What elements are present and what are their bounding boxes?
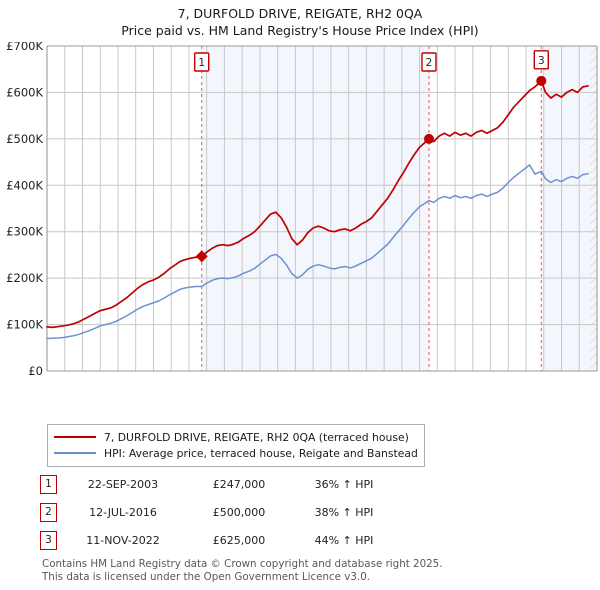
table-row: 3 11-NOV-2022 £625,000 44% ↑ HPI	[40, 526, 470, 554]
row-marker-1: 1	[40, 474, 57, 494]
y-tick-label: £200K	[6, 271, 43, 285]
footer-line-2: This data is licensed under the Open Gov…	[42, 570, 371, 583]
event-marker-dot	[195, 250, 208, 263]
row-date-1: 22-SEP-2003	[87, 477, 159, 491]
row-marker-3: 3	[40, 530, 57, 550]
event-marker-dot	[423, 133, 434, 144]
y-tick-label: £400K	[6, 178, 43, 192]
y-tick-label: £0	[28, 364, 43, 377]
row-date-3: 11-NOV-2022	[86, 533, 160, 547]
chart-legend: 7, DURFOLD DRIVE, REIGATE, RH2 0QA (terr…	[47, 424, 425, 467]
y-tick-label: £600K	[6, 85, 43, 99]
event-number-box	[194, 52, 210, 72]
row-hpi-1: 36% ↑ HPI	[314, 477, 374, 491]
event-number-label: 3	[538, 55, 545, 67]
row-hpi-3: 44% ↑ HPI	[314, 533, 374, 547]
y-tick-label: £100K	[6, 318, 43, 332]
legend-item-property: 7, DURFOLD DRIVE, REIGATE, RH2 0QA (terr…	[54, 429, 418, 445]
series-line-hpi	[46, 164, 589, 340]
chart-header: 7, DURFOLD DRIVE, REIGATE, RH2 0QA Price…	[0, 0, 600, 40]
footer-line-1: Contains HM Land Registry data © Crown c…	[42, 558, 443, 570]
legend-label-hpi: HPI: Average price, terraced house, Reig…	[104, 446, 418, 460]
series-line-property	[46, 79, 589, 329]
row-price-1: £247,000	[212, 477, 266, 491]
row-hpi-2: 38% ↑ HPI	[314, 505, 374, 519]
band-after-event3	[541, 46, 597, 371]
event-number-label: 2	[426, 57, 433, 69]
row-date-2: 12-JUL-2016	[89, 505, 157, 519]
legend-swatch-hpi	[54, 452, 96, 454]
page-title: 7, DURFOLD DRIVE, REIGATE, RH2 0QA	[177, 6, 423, 21]
y-tick-label: £300K	[6, 225, 43, 239]
row-price-3: £625,000	[212, 533, 266, 547]
row-marker-2: 2	[40, 502, 57, 522]
band-event1-event2	[201, 46, 429, 371]
event-number-label: 1	[198, 57, 205, 69]
transactions-table: 1 22-SEP-2003 £247,000 36% ↑ HPI 2 12-JU…	[40, 470, 470, 554]
table-row: 1 22-SEP-2003 £247,000 36% ↑ HPI	[40, 470, 470, 498]
legend-item-hpi: HPI: Average price, terraced house, Reig…	[54, 445, 418, 461]
event-marker-dot	[536, 75, 547, 86]
attribution-footer: Contains HM Land Registry data © Crown c…	[42, 558, 582, 583]
event-number-box	[533, 50, 549, 70]
page-subtitle: Price paid vs. HM Land Registry's House …	[121, 23, 479, 38]
event-number-box	[421, 52, 437, 72]
legend-label-property: 7, DURFOLD DRIVE, REIGATE, RH2 0QA (terr…	[104, 430, 409, 444]
no-data-hatch-region	[590, 46, 597, 371]
legend-swatch-property	[54, 436, 96, 438]
y-tick-label: £700K	[6, 42, 43, 53]
price-chart: 1995199619971998199920002001200220032004…	[0, 42, 600, 377]
table-row: 2 12-JUL-2016 £500,000 38% ↑ HPI	[40, 498, 470, 526]
y-tick-label: £500K	[6, 132, 43, 146]
chart-svg: 1995199619971998199920002001200220032004…	[6, 42, 598, 377]
row-price-2: £500,000	[212, 505, 266, 519]
